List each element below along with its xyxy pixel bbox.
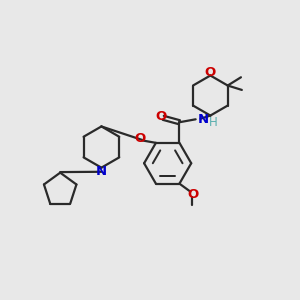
Text: N: N	[198, 113, 209, 126]
Text: O: O	[187, 188, 198, 201]
Text: O: O	[205, 66, 216, 80]
Text: O: O	[155, 110, 167, 123]
Text: O: O	[134, 132, 145, 145]
Text: H: H	[208, 116, 217, 129]
Text: N: N	[96, 165, 107, 178]
